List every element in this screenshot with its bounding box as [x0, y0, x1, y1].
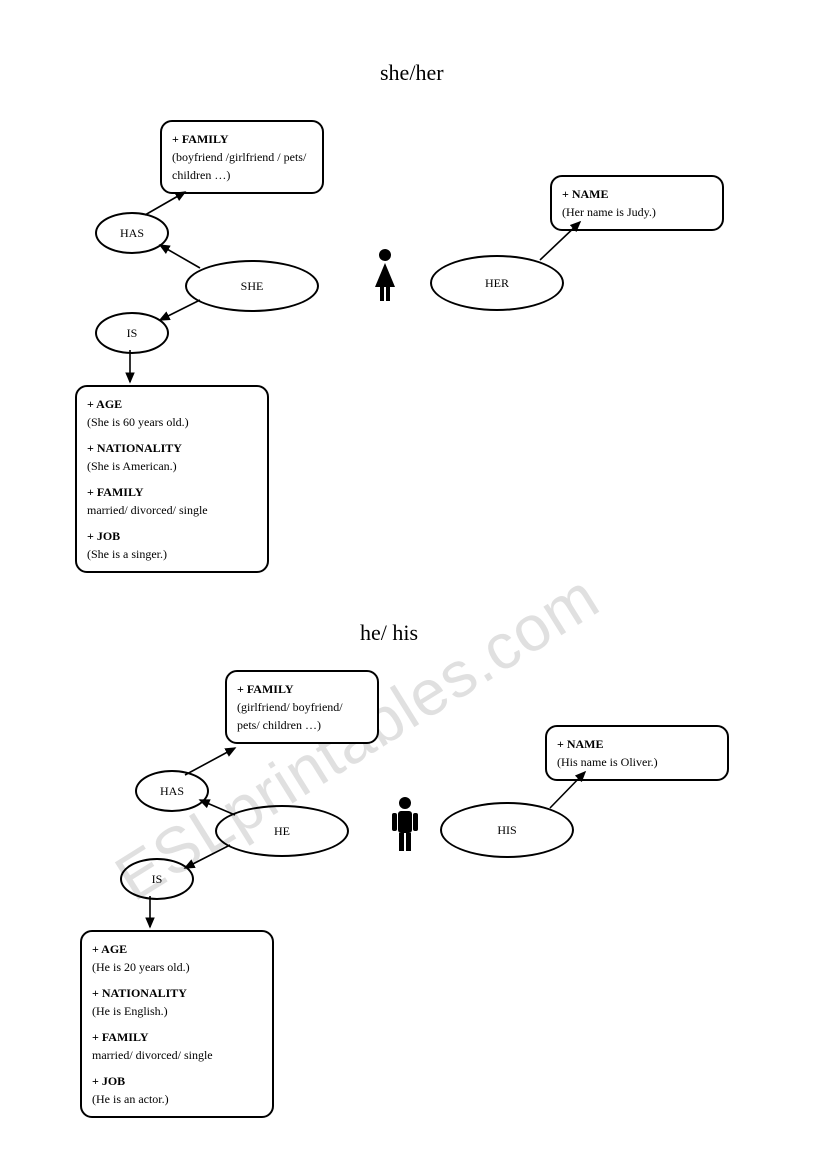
she-name-box: + NAME (Her name is Judy.) [550, 175, 724, 231]
she-job-b: (She is a singer.) [87, 545, 257, 563]
he-ellipse: HE [215, 805, 349, 857]
she-family-box: + FAMILY (boyfriend /girlfriend / pets/ … [160, 120, 324, 194]
he-job-h: + JOB [92, 1072, 262, 1090]
he-fam-h: + FAMILY [92, 1028, 262, 1046]
he-is-label: IS [152, 872, 163, 887]
he-family-heading: + FAMILY [237, 680, 367, 698]
male-icon [385, 795, 425, 855]
she-has-ellipse: HAS [95, 212, 169, 254]
she-family-body: (boyfriend /girlfriend / pets/ children … [172, 148, 312, 184]
he-nat-h: + NATIONALITY [92, 984, 262, 1002]
she-details-box: + AGE (She is 60 years old.) + NATIONALI… [75, 385, 269, 573]
he-name-body: (His name is Oliver.) [557, 753, 717, 771]
he-label: HE [274, 824, 290, 839]
title-he-his: he/ his [360, 620, 418, 646]
she-age-b: (She is 60 years old.) [87, 413, 257, 431]
her-label: HER [485, 276, 509, 291]
she-family-heading: + FAMILY [172, 130, 312, 148]
she-name-body: (Her name is Judy.) [562, 203, 712, 221]
she-fam-h: + FAMILY [87, 483, 257, 501]
he-family-box: + FAMILY (girlfriend/ boyfriend/ pets/ c… [225, 670, 379, 744]
he-is-ellipse: IS [120, 858, 194, 900]
he-job-b: (He is an actor.) [92, 1090, 262, 1108]
she-nat-h: + NATIONALITY [87, 439, 257, 457]
she-nat-b: (She is American.) [87, 457, 257, 475]
he-has-ellipse: HAS [135, 770, 209, 812]
she-name-heading: + NAME [562, 185, 712, 203]
she-age-h: + AGE [87, 395, 257, 413]
she-fam-b: married/ divorced/ single [87, 501, 257, 519]
he-age-h: + AGE [92, 940, 262, 958]
his-ellipse: HIS [440, 802, 574, 858]
title-she-her: she/her [380, 60, 444, 86]
he-name-box: + NAME (His name is Oliver.) [545, 725, 729, 781]
he-fam-b: married/ divorced/ single [92, 1046, 262, 1064]
she-is-ellipse: IS [95, 312, 169, 354]
he-name-heading: + NAME [557, 735, 717, 753]
he-nat-b: (He is English.) [92, 1002, 262, 1020]
she-job-h: + JOB [87, 527, 257, 545]
he-has-label: HAS [160, 784, 184, 799]
he-details-box: + AGE (He is 20 years old.) + NATIONALIT… [80, 930, 274, 1118]
female-icon [365, 247, 405, 307]
he-age-b: (He is 20 years old.) [92, 958, 262, 976]
she-ellipse: SHE [185, 260, 319, 312]
she-has-label: HAS [120, 226, 144, 241]
he-family-body: (girlfriend/ boyfriend/ pets/ children …… [237, 698, 367, 734]
she-is-label: IS [127, 326, 138, 341]
his-label: HIS [497, 823, 516, 838]
her-ellipse: HER [430, 255, 564, 311]
she-label: SHE [241, 279, 264, 294]
